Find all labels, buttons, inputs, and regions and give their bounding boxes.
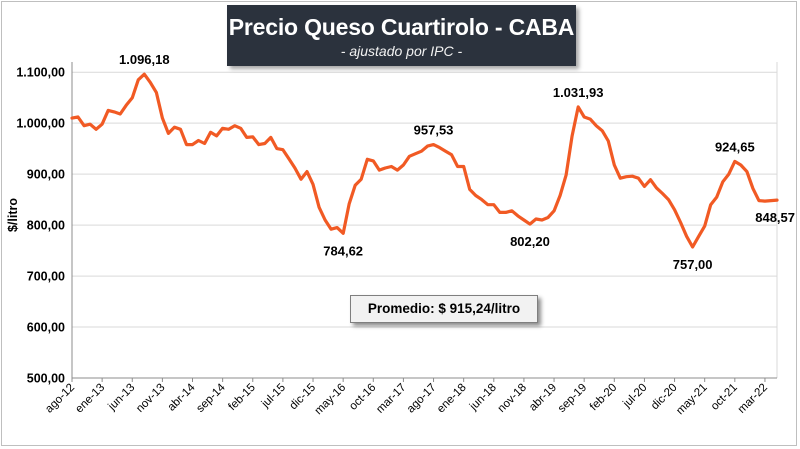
x-tick-label: nov-13 xyxy=(134,382,167,415)
average-annotation: Promedio: $ 915,24/litro xyxy=(350,295,538,323)
x-tick-label: sep-14 xyxy=(194,381,228,415)
y-tick-label: 500,00 xyxy=(27,372,65,386)
x-tick-label: ene-18 xyxy=(435,382,469,416)
data-label: 802,20 xyxy=(510,234,550,249)
x-tick-label: mar-17 xyxy=(374,382,408,416)
x-tick-label: may-21 xyxy=(674,382,710,418)
grid-lines xyxy=(72,62,778,378)
x-tick-label: feb-15 xyxy=(226,382,258,414)
x-tick-label: jun-18 xyxy=(467,382,499,414)
chart-subtitle: - ajustado por IPC - xyxy=(340,43,463,59)
chart-title: Precio Queso Cuartirolo - CABA xyxy=(228,14,575,40)
data-label: 757,00 xyxy=(673,257,713,272)
x-tick-label: may-16 xyxy=(313,382,349,418)
data-label: 784,62 xyxy=(323,243,363,258)
series-line xyxy=(70,72,779,249)
x-tick-label: jul-20 xyxy=(620,382,649,411)
x-tick-label: ago-12 xyxy=(43,382,77,416)
data-labels: 1.096,18 784,62 957,53 802,20 1.031,93 757,00… xyxy=(119,52,795,272)
data-label: 848,57 xyxy=(755,210,795,225)
chart-title-box: Precio Queso Cuartirolo - CABA - ajustad… xyxy=(227,5,576,66)
x-tick-label: mar-22 xyxy=(736,382,770,416)
x-tick-label: jun-13 xyxy=(106,382,138,414)
axes xyxy=(71,62,777,382)
y-tick-label: 700,00 xyxy=(27,270,65,284)
data-label: 1.031,93 xyxy=(553,85,604,100)
x-tick-label: abr-14 xyxy=(166,381,198,413)
y-tick-label: 900,00 xyxy=(27,168,65,182)
y-tick-label: 600,00 xyxy=(27,321,65,335)
data-label: 957,53 xyxy=(414,123,454,138)
y-tick-label: 1.100,00 xyxy=(16,66,65,80)
data-label: 924,65 xyxy=(715,139,755,154)
y-axis-title: $/litro xyxy=(6,198,20,232)
x-tick-label: abr-19 xyxy=(527,382,559,414)
y-tick-label: 1.000,00 xyxy=(16,117,65,131)
x-tick-label: ene-13 xyxy=(73,382,107,416)
x-tick-label: nov-18 xyxy=(496,382,529,415)
x-tick-label: jul-15 xyxy=(259,382,288,411)
x-tick-label: sep-19 xyxy=(556,382,589,415)
data-label: 1.096,18 xyxy=(119,52,170,67)
x-tick-label: feb-20 xyxy=(588,382,620,414)
x-tick-label: ago-17 xyxy=(405,382,439,416)
y-tick-labels: 500,00 600,00 700,00 800,00 900,00 1.000,00 1.… xyxy=(16,66,65,386)
y-tick-label: 800,00 xyxy=(27,219,65,233)
